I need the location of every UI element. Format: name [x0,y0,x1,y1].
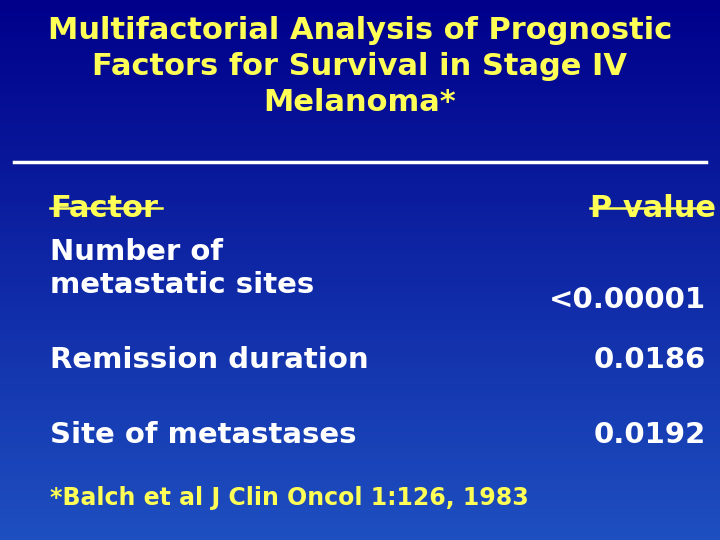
Text: P value: P value [590,194,716,224]
Text: 0.0186: 0.0186 [593,346,706,374]
Text: <0.00001: <0.00001 [549,286,706,314]
Text: Site of metastases: Site of metastases [50,421,357,449]
Text: Multifactorial Analysis of Prognostic
Factors for Survival in Stage IV
Melanoma*: Multifactorial Analysis of Prognostic Fa… [48,16,672,117]
Text: Remission duration: Remission duration [50,346,369,374]
Text: Factor: Factor [50,194,158,224]
Text: Number of
metastatic sites: Number of metastatic sites [50,238,315,299]
Text: 0.0192: 0.0192 [593,421,706,449]
Text: *Balch et al J Clin Oncol 1:126, 1983: *Balch et al J Clin Oncol 1:126, 1983 [50,486,529,510]
